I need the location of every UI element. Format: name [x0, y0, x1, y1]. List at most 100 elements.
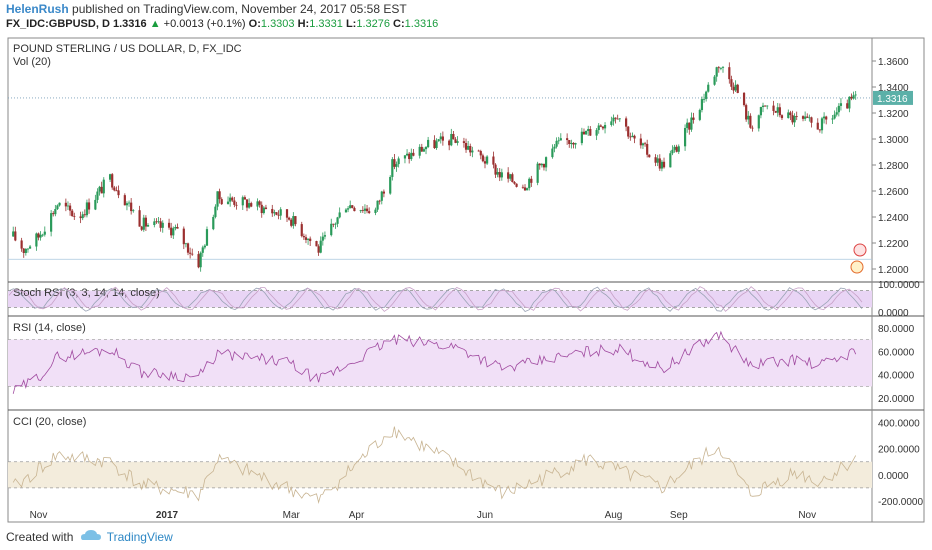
- candle: [43, 231, 46, 235]
- candle: [772, 105, 775, 111]
- candle: [111, 174, 114, 188]
- candle: [248, 203, 251, 208]
- candle: [319, 240, 322, 253]
- candle: [273, 212, 276, 214]
- candle: [349, 205, 352, 209]
- candle: [477, 150, 480, 152]
- candle: [229, 197, 232, 202]
- candle: [656, 158, 659, 163]
- candle: [515, 183, 518, 187]
- candle: [688, 122, 691, 130]
- candle: [675, 146, 678, 152]
- x-tick-label: Jun: [477, 510, 493, 521]
- rsi-axis-label: 40.0000: [878, 371, 915, 382]
- candle: [734, 84, 737, 91]
- candle: [214, 206, 217, 217]
- candle: [58, 202, 61, 206]
- candle: [102, 179, 105, 194]
- candle: [471, 150, 474, 153]
- candle: [203, 245, 206, 248]
- low-value: 1.3276: [356, 18, 390, 30]
- candle: [138, 210, 141, 227]
- candle: [698, 110, 701, 120]
- rsi-line: [12, 330, 857, 394]
- candle: [159, 221, 162, 228]
- candle: [820, 118, 824, 131]
- candle: [382, 191, 385, 194]
- candle: [277, 214, 280, 216]
- candle: [285, 209, 289, 218]
- candle: [479, 151, 482, 156]
- footer: Created with TradingView: [6, 530, 173, 544]
- candle: [191, 253, 194, 255]
- candle: [702, 98, 706, 100]
- candle: [361, 210, 364, 211]
- candle: [172, 228, 175, 236]
- candle: [509, 174, 512, 179]
- candle: [810, 117, 813, 123]
- candle: [526, 188, 529, 191]
- candle: [351, 205, 354, 208]
- chart-canvas[interactable]: POUND STERLING / US DOLLAR, D, FX_IDCVol…: [0, 34, 932, 526]
- candle: [742, 92, 746, 106]
- candle: [243, 197, 246, 200]
- stoch-d-line: [8, 286, 863, 312]
- candle: [648, 154, 651, 158]
- candle: [418, 146, 421, 156]
- stoch-axis-label: 100.0000: [878, 280, 920, 291]
- x-tick-label: Apr: [349, 510, 365, 521]
- candle: [176, 226, 179, 229]
- candle: [380, 191, 383, 201]
- candle: [132, 210, 135, 212]
- candle: [728, 67, 731, 80]
- candle: [245, 199, 249, 208]
- candle: [393, 159, 396, 167]
- candle: [747, 115, 750, 120]
- candle: [41, 234, 44, 236]
- candle: [397, 158, 400, 165]
- candle: [831, 118, 834, 120]
- candle: [71, 210, 74, 217]
- price-tick-label: 1.3600: [878, 57, 909, 68]
- publish-text: published on TradingView.com, November 2…: [72, 2, 407, 16]
- candle: [233, 200, 236, 205]
- candle: [492, 156, 495, 165]
- price-tick-label: 1.2000: [878, 265, 909, 276]
- candle: [572, 142, 575, 145]
- candle: [304, 237, 308, 240]
- candle: [294, 216, 297, 225]
- candle: [300, 224, 303, 237]
- candle: [507, 172, 510, 179]
- candle: [182, 228, 185, 245]
- candle: [140, 226, 143, 230]
- candle: [395, 164, 398, 167]
- candle: [83, 214, 86, 216]
- candle: [789, 112, 792, 116]
- candle: [580, 131, 583, 144]
- cci-axis-label: 200.0000: [878, 445, 920, 456]
- candle: [161, 222, 164, 228]
- candle: [115, 190, 118, 192]
- candle: [374, 209, 377, 213]
- candle: [68, 205, 72, 211]
- candle: [839, 103, 843, 106]
- candle: [791, 115, 794, 123]
- candle: [391, 159, 394, 177]
- candle: [462, 141, 466, 143]
- rsi-band: [8, 339, 872, 387]
- candle: [540, 163, 543, 166]
- candle: [719, 67, 722, 69]
- x-tick-label: Mar: [283, 510, 301, 521]
- candle: [186, 243, 190, 253]
- candle: [551, 148, 554, 158]
- candle: [610, 121, 613, 125]
- candle: [553, 146, 556, 149]
- tradingview-brand[interactable]: TradingView: [106, 530, 173, 544]
- candle: [787, 112, 790, 119]
- candle: [801, 116, 805, 119]
- cci-axis-label: 0.0000: [878, 471, 909, 482]
- candle: [167, 222, 171, 228]
- candle: [24, 248, 27, 253]
- symbol-info-line: FX_IDC:GBPUSD, D 1.3316 ▲ +0.0013 (+0.1%…: [6, 18, 438, 30]
- author-link[interactable]: HelenRush: [6, 2, 69, 16]
